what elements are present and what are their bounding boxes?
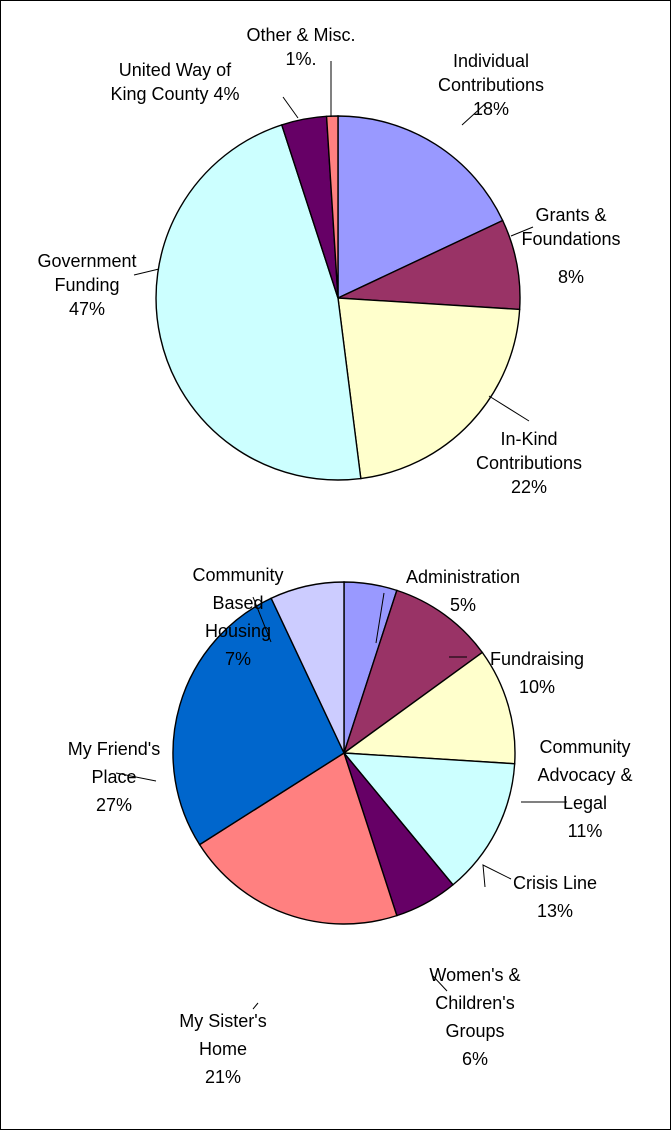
slice-label-line: Community [539, 737, 630, 757]
slice-label-line: 47% [69, 299, 105, 319]
slice-label-line: 27% [96, 795, 132, 815]
leader-line-my-sister-s-home [252, 1002, 259, 1010]
slice-label-other-misc: Other & Misc. 1%. [246, 25, 355, 69]
slice-label-line: Crisis Line [513, 873, 597, 893]
slice-label-line: 5% [450, 595, 476, 615]
slice-label-community-advocacy-legal: Community Advocacy & Legal 11% [537, 737, 632, 841]
pie-slice-my-friend-s-place [172, 597, 345, 846]
leader-line-administration [375, 592, 385, 644]
pie-slice-crisis-line [342, 752, 516, 886]
slice-label-line: Other & Misc. [246, 25, 355, 45]
slice-label-line: King County 4% [110, 84, 239, 104]
pie-slice-other-misc [325, 115, 339, 299]
slice-label-line: Foundations [521, 229, 620, 249]
slice-label-fundraising: Fundraising 10% [490, 649, 584, 697]
leader-line-united-way-of-king-county [282, 96, 299, 119]
slice-label-crisis-line: Crisis Line 13% [513, 873, 597, 921]
leader-line-individual-contributions [461, 103, 486, 126]
pie-chart-1: Individual Contributions 18% Grants & Founda… [37, 25, 620, 497]
slice-label-line: My Sister's [179, 1011, 266, 1031]
slice-label-line: Administration [406, 567, 520, 587]
slice-label-line: Government [37, 251, 136, 271]
slice-label-line: Contributions [476, 453, 582, 473]
slice-label-line: Based [212, 593, 263, 613]
slice-label-line: Funding [54, 275, 119, 295]
slice-label-in-kind-contributions: In-Kind Contributions 22% [476, 429, 582, 497]
slice-label-line: 7% [225, 649, 251, 669]
slice-label-line: Women's & [429, 965, 520, 985]
leader-line-my-friend-s-place [115, 772, 157, 782]
slice-label-line: 13% [537, 901, 573, 921]
slice-label-women-s-children-s-groups: Women's & Children's Groups 6% [429, 965, 520, 1069]
slice-label-my-friend-s-place: My Friend's Place 27% [68, 739, 160, 815]
slice-label-grants-foundations: Grants & Foundations 8% [521, 205, 620, 287]
slice-label-line: Groups [445, 1021, 504, 1041]
pie-chart-2: Administration 5% Fundraising 10% Community A… [68, 565, 633, 1087]
slice-label-line: My Friend's [68, 739, 160, 759]
slice-label-line: 10% [519, 677, 555, 697]
leader-line-in-kind-contributions [488, 395, 530, 422]
leader-line-crisis-line [482, 864, 512, 888]
pie-slice-community-advocacy-legal [342, 651, 516, 765]
slice-label-line: Fundraising [490, 649, 584, 669]
slice-label-line: Community [192, 565, 283, 585]
slice-label-line: Advocacy & [537, 765, 632, 785]
slice-label-line: 1%. [285, 49, 316, 69]
leader-line-women-s-children-s-groups [432, 975, 448, 992]
slice-label-line: 6% [462, 1049, 488, 1069]
slice-label-government-funding: Government Funding 47% [37, 251, 136, 319]
slice-label-line: Place [91, 767, 136, 787]
pie-slice-my-sister-s-home [198, 751, 398, 925]
pie-slice-in-kind-contributions [337, 297, 521, 480]
slice-label-line: 8% [558, 267, 584, 287]
leader-line-community-based-housing [252, 596, 272, 643]
slice-label-line: 21% [205, 1067, 241, 1087]
slice-label-line: Grants & [535, 205, 606, 225]
slice-label-individual-contributions: Individual Contributions 18% [438, 51, 544, 119]
slice-label-administration: Administration 5% [406, 567, 520, 615]
leader-line-government-funding [133, 268, 160, 276]
slice-label-line: 11% [568, 821, 603, 841]
slice-label-line: 22% [511, 477, 547, 497]
slice-label-line: Housing [205, 621, 271, 641]
pie-slice-individual-contributions [337, 115, 504, 300]
slice-label-community-based-housing: Community Based Housing 7% [192, 565, 283, 669]
slice-label-line: Legal [563, 793, 607, 813]
slice-label-my-sister-s-home: My Sister's Home 21% [179, 1011, 266, 1087]
slice-label-line: 18% [473, 99, 509, 119]
slice-label-line: Individual [453, 51, 529, 71]
slice-label-line: Contributions [438, 75, 544, 95]
slice-label-line: In-Kind [500, 429, 557, 449]
leader-line-grants-foundations [510, 226, 534, 237]
slice-label-line: United Way of [119, 60, 232, 80]
slice-label-line: Home [199, 1039, 247, 1059]
pie-slice-community-based-housing [270, 581, 345, 754]
pie-slice-grants-foundations [337, 219, 521, 311]
pie-slice-fundraising [342, 589, 484, 755]
pie-slice-government-funding [155, 124, 362, 481]
slice-label-line: Children's [435, 993, 514, 1013]
slice-label-united-way-of-king-county: United Way of King County 4% [110, 60, 239, 104]
